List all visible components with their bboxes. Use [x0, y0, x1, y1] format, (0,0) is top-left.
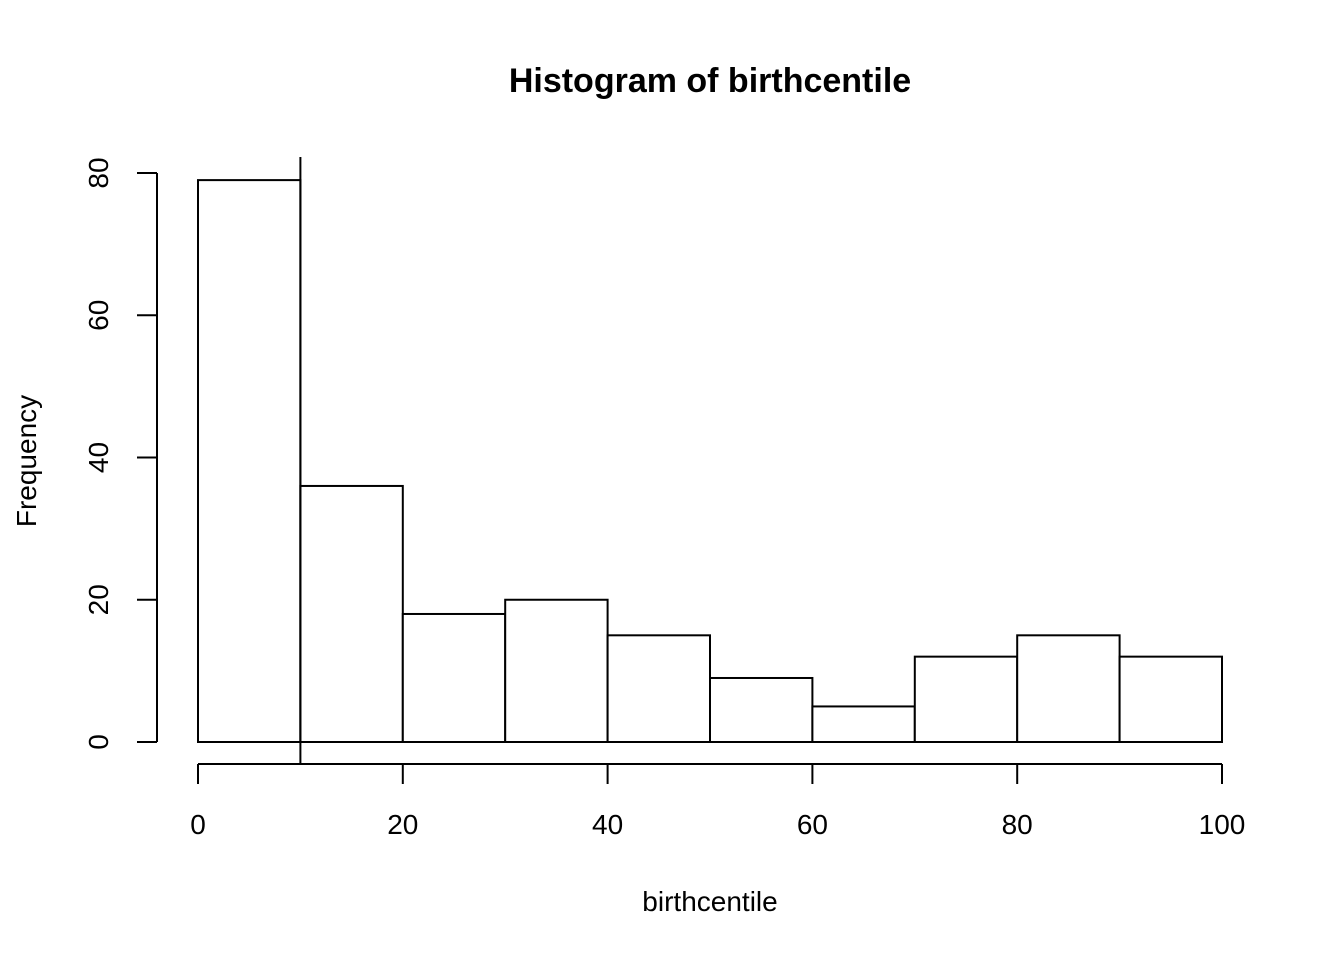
- histogram-bar-1: [299, 484, 404, 743]
- bars-group: [197, 179, 1223, 744]
- y-tick-label: 60: [83, 300, 114, 331]
- histogram-bar-8: [1016, 634, 1121, 743]
- histogram-bar-4: [606, 634, 711, 743]
- x-axis: 0 20 40 60 80 100: [190, 763, 1246, 840]
- x-tick-label: 80: [1002, 809, 1033, 840]
- chart-title: Histogram of birthcentile: [509, 62, 911, 100]
- histogram-bar-7: [913, 655, 1019, 744]
- x-axis-title: birthcentile: [642, 886, 777, 917]
- x-tick-label: 60: [797, 809, 828, 840]
- x-tick-label: 40: [592, 809, 623, 840]
- y-axis: 0 20 40 60 80: [83, 157, 158, 750]
- x-tick-label: 20: [387, 809, 418, 840]
- y-tick-label: 0: [83, 734, 114, 750]
- histogram-bar-9: [1118, 655, 1223, 744]
- histogram-bar-5: [709, 676, 814, 743]
- y-tick-label: 80: [83, 157, 114, 188]
- histogram-bar-3: [504, 598, 609, 743]
- x-tick-label: 100: [1199, 809, 1246, 840]
- y-tick-label: 20: [83, 584, 114, 615]
- histogram-bar-0: [197, 179, 302, 744]
- histogram-bar-6: [811, 705, 916, 743]
- y-tick-label: 40: [83, 442, 114, 473]
- x-tick-label: 0: [190, 809, 206, 840]
- histogram-bar-2: [401, 612, 507, 743]
- y-axis-title: Frequency: [11, 395, 42, 527]
